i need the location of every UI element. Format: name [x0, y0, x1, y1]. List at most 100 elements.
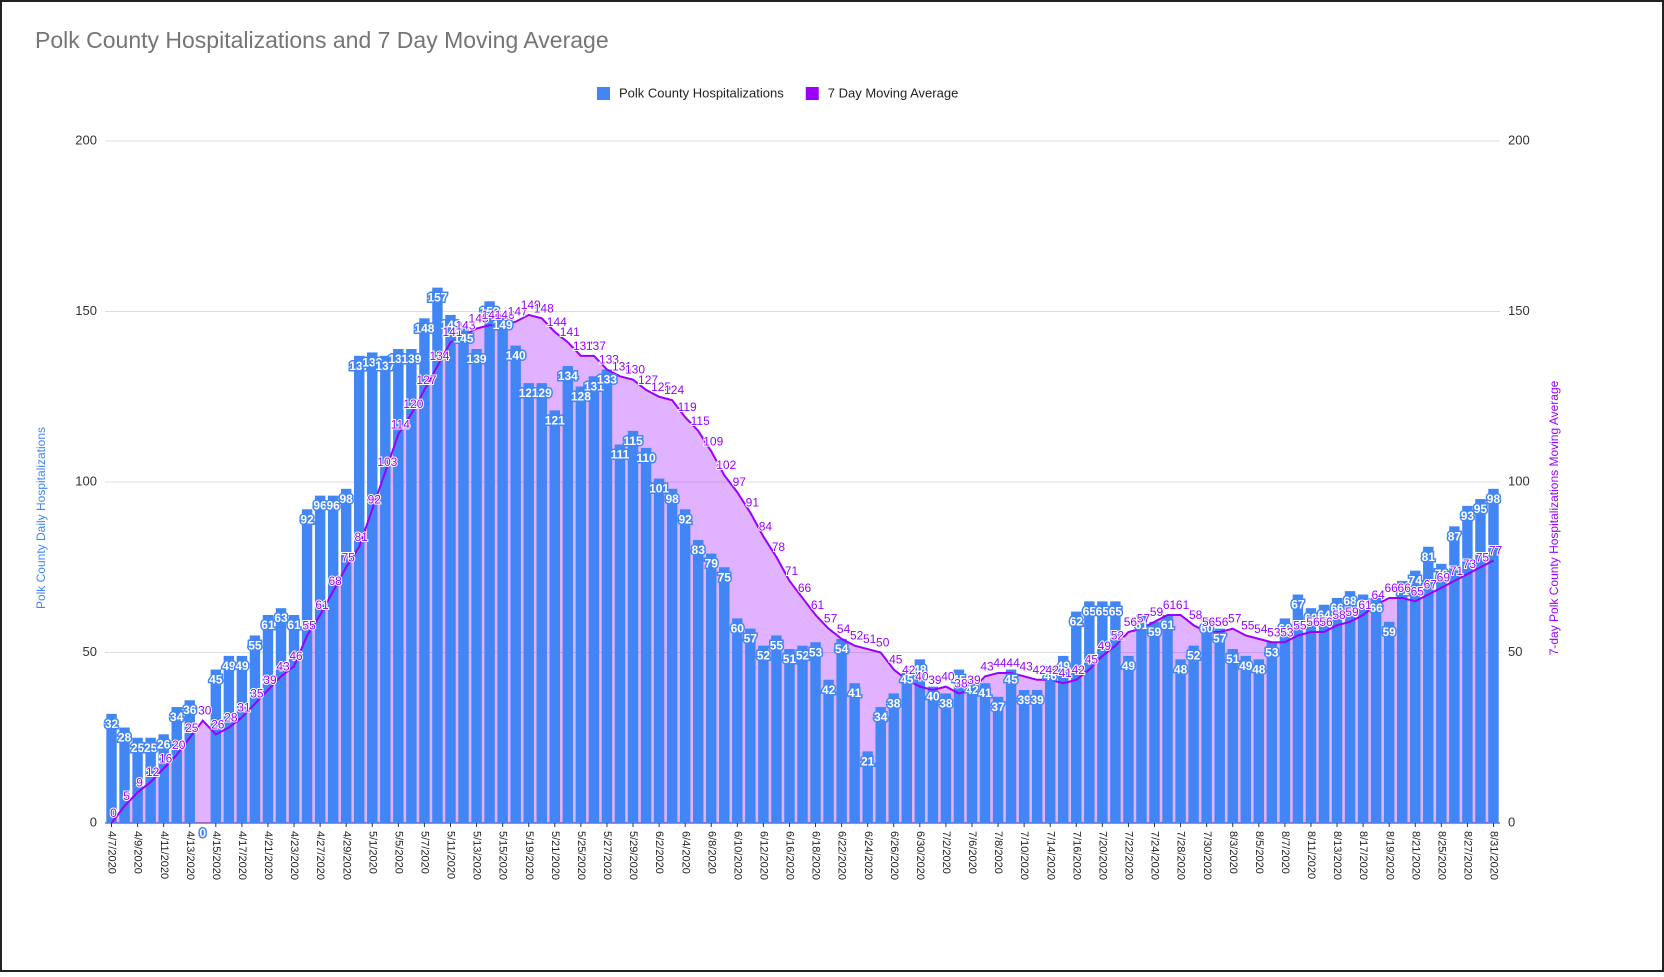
bar [1488, 488, 1499, 823]
bar-value-label: 42 [965, 683, 979, 697]
bar [940, 693, 952, 823]
bar-value-label: 137 [375, 359, 395, 373]
bar-value-label: 110 [636, 451, 656, 465]
average-value-label: 40 [915, 670, 929, 684]
bar-value-label: 149 [440, 318, 460, 332]
x-tick-label: 6/8/2020 [705, 831, 717, 874]
bar [849, 683, 860, 823]
bar-value-label: 128 [571, 390, 591, 404]
bar [1331, 597, 1343, 823]
x-tick-label: 4/9/2020 [132, 831, 144, 874]
bar-value-label: 57 [744, 632, 758, 646]
bar [927, 686, 939, 823]
average-value-label: 75 [1476, 550, 1490, 564]
bar-value-label: 49 [1239, 659, 1253, 673]
bar-value-label: 101 [649, 482, 669, 496]
bar-value-label: 98 [340, 492, 354, 506]
average-value-label: 120 [403, 397, 423, 411]
x-tick-label: 6/24/2020 [862, 831, 874, 880]
average-value-label: 75 [342, 550, 356, 564]
x-tick-label: 4/27/2020 [314, 831, 326, 880]
average-value-label: 49 [1098, 639, 1112, 653]
x-tick-label: 7/14/2020 [1044, 831, 1056, 880]
bar [275, 608, 287, 823]
legend-swatch [597, 87, 610, 100]
x-tick-label: 8/11/2020 [1305, 831, 1317, 879]
average-value-label: 41 [1059, 666, 1073, 680]
x-tick-label: 8/31/2020 [1488, 831, 1500, 880]
bar-value-label: 66 [1369, 601, 1383, 615]
average-value-label: 61 [1358, 598, 1372, 612]
bar [653, 478, 665, 823]
bar [1462, 505, 1473, 823]
average-value-label: 52 [850, 629, 864, 643]
bar [1436, 563, 1447, 823]
bar-value-label: 49 [1122, 659, 1136, 673]
average-value-label: 145 [469, 312, 489, 326]
x-tick-label: 6/26/2020 [888, 831, 900, 880]
average-value-label: 66 [798, 581, 812, 595]
bar-value-label: 131 [584, 379, 604, 393]
y2-axis-title: 7-day Polk County Hospitalizations Movin… [1547, 380, 1561, 655]
average-value-label: 46 [289, 649, 303, 663]
bar [1410, 570, 1421, 823]
bar-value-label: 133 [597, 372, 617, 386]
x-tick-label: 4/17/2020 [236, 831, 248, 880]
x-tick-label: 7/2/2020 [940, 831, 952, 874]
bar-value-label: 45 [209, 673, 223, 687]
bar-value-label: 55 [770, 638, 784, 652]
x-tick-label: 5/1/2020 [366, 831, 378, 874]
average-value-label: 44 [993, 656, 1007, 670]
average-value-label: 148 [534, 301, 554, 315]
average-value-label: 141 [442, 325, 462, 339]
x-tick-label: 5/29/2020 [627, 831, 639, 880]
x-tick-label: 6/2/2020 [653, 831, 665, 874]
bar [562, 366, 574, 823]
bar [679, 509, 691, 823]
bar [901, 669, 913, 823]
bar [719, 567, 730, 823]
bar [106, 713, 117, 823]
bar-value-label: 49 [235, 659, 249, 673]
legend-label: Polk County Hospitalizations [619, 85, 784, 100]
bar [1044, 666, 1056, 823]
bar-value-label: 60 [1278, 621, 1292, 635]
bar-value-label: 145 [454, 332, 474, 346]
bar-value-label: 139 [467, 352, 487, 366]
average-value-label: 56 [1306, 615, 1320, 629]
average-value-label: 54 [837, 622, 851, 636]
bar-value-label: 62 [1070, 615, 1084, 629]
bar [888, 693, 899, 823]
bar-value-label: 61 [1161, 618, 1175, 632]
average-value-label: 57 [824, 612, 838, 626]
bar [771, 635, 782, 823]
bar [588, 376, 600, 823]
bar [1423, 546, 1434, 823]
x-tick-label: 7/22/2020 [1123, 831, 1135, 880]
bar [1475, 499, 1486, 823]
x-tick-label: 4/11/2020 [158, 831, 170, 879]
bar [745, 628, 756, 823]
bar [1058, 655, 1069, 823]
bar [327, 495, 339, 823]
bar [380, 355, 391, 823]
bar-value-label: 63 [274, 611, 288, 625]
bar [445, 314, 456, 823]
average-value-label: 9 [136, 775, 143, 789]
average-value-label: 144 [547, 315, 567, 329]
bar-value-label: 51 [1226, 652, 1240, 666]
bar-value-label: 63 [1304, 611, 1318, 625]
x-tick-label: 5/19/2020 [523, 831, 535, 880]
bar-value-label: 49 [1057, 659, 1071, 673]
bar-value-label: 41 [848, 686, 862, 700]
bar-value-label: 39 [1017, 693, 1031, 707]
bar [288, 614, 300, 823]
bar-value-label: 139 [401, 352, 421, 366]
average-value-label: 147 [508, 305, 528, 319]
average-value-label: 42 [902, 663, 916, 677]
x-tick-label: 4/29/2020 [340, 831, 352, 880]
x-tick-label: 4/21/2020 [262, 831, 274, 880]
bar-value-label: 59 [1383, 625, 1397, 639]
